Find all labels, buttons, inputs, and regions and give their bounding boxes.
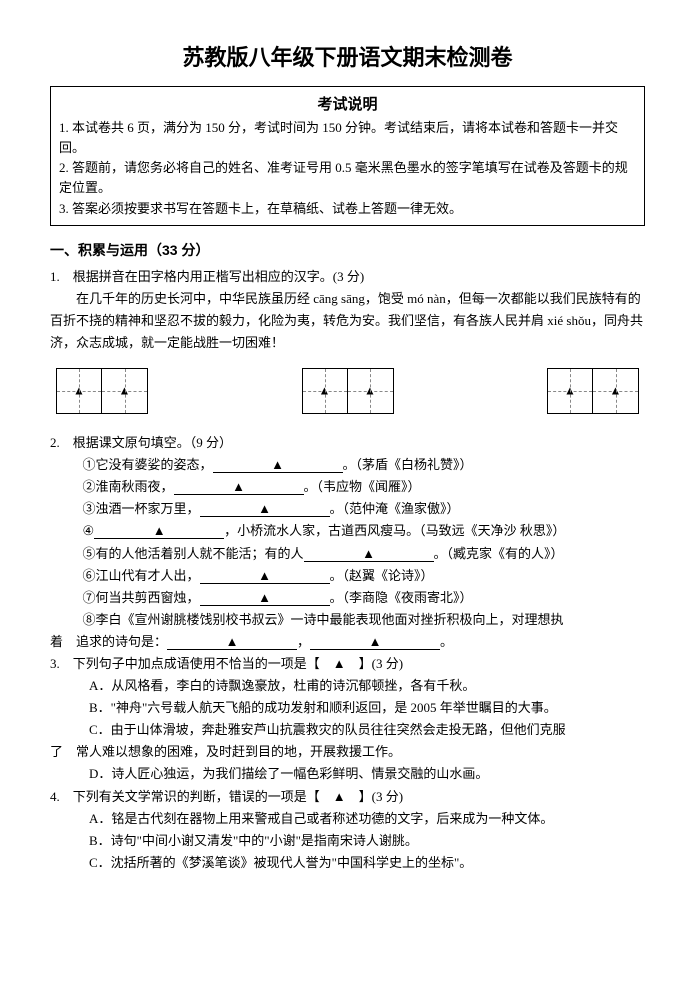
q2-pre: ⑦何当共剪西窗烛，: [83, 590, 200, 605]
q2-post: 。（范仲淹《渔家傲》）: [330, 501, 460, 516]
q2-pre: ②淮南秋雨夜，: [83, 479, 174, 494]
q2-post: ，小桥流水人家，古道西风瘦马。（马致远《天净沙 秋思》）: [224, 523, 565, 538]
triangle-icon: ▲: [564, 383, 576, 397]
q3-option-c-a: C．由于山体滑坡，奔赴雅安芦山抗震救灾的队员往往突然会走投无路，但他们克服: [89, 719, 645, 741]
q3-stem-a: 3. 下列句子中加点成语使用不恰当的一项是【: [50, 656, 333, 671]
q2-item: ⑤有的人他活着别人就不能活；有的人 ▲ 。（臧克家《有的人》）: [83, 543, 646, 565]
instruction-line: 2. 答题前，请您务必将自己的姓名、准考证号用 0.5 毫米黑色墨水的签字笔填写…: [59, 158, 636, 198]
fill-blank[interactable]: ▲: [167, 635, 297, 650]
q3-option-d: D．诗人匠心独运，为我们描绘了一幅色彩鲜明、情景交融的山水画。: [89, 763, 645, 785]
q2-pre: ③浊酒一杯家万里，: [83, 501, 200, 516]
answer-slot[interactable]: ▲: [333, 656, 346, 671]
triangle-icon: ▲: [610, 383, 622, 397]
triangle-icon: ▲: [364, 383, 376, 397]
q4-option-a: A．铭是古代刻在器物上用来警戒自己或者称述功德的文字，后来成为一种文体。: [89, 808, 645, 830]
fill-blank[interactable]: ▲: [213, 458, 343, 473]
q2-item: ②淮南秋雨夜， ▲ 。（韦应物《闻雁》）: [83, 476, 646, 498]
q4-option-c: C．沈括所著的《梦溪笔谈》被现代人誉为"中国科学史上的坐标"。: [89, 852, 645, 874]
instruction-line: 3. 答案必须按要求书写在答题卡上，在草稿纸、试卷上答题一律无效。: [59, 199, 636, 219]
fill-blank[interactable]: ▲: [174, 480, 304, 495]
tianzige-row: ▲ ▲ ▲ ▲ ▲ ▲: [50, 368, 645, 414]
instruction-line: 1. 本试卷共 6 页，满分为 150 分，考试时间为 150 分钟。考试结束后…: [59, 118, 636, 158]
triangle-icon: ▲: [258, 568, 271, 583]
tianzige-pair[interactable]: ▲ ▲: [302, 368, 394, 414]
q2-pre: ⑤有的人他活着别人就不能活；有的人: [83, 546, 304, 561]
q2-stem: 2. 根据课文原句填空。（9 分）: [50, 432, 645, 454]
q1-paragraph: 在几千年的历史长河中，中华民族虽历经 cāng sāng，饱受 mó nàn，但…: [50, 288, 645, 354]
answer-slot[interactable]: ▲: [333, 789, 346, 804]
q2-item8b: 着 追求的诗句是： ▲ ， ▲ 。: [50, 631, 645, 653]
triangle-icon: ▲: [153, 523, 166, 538]
q2-item: ⑦何当共剪西窗烛， ▲ 。（李商隐《夜雨寄北》）: [83, 587, 646, 609]
triangle-icon: ▲: [271, 457, 284, 472]
q2-item: ③浊酒一杯家万里， ▲ 。（范仲淹《渔家傲》）: [83, 498, 646, 520]
triangle-icon: ▲: [258, 590, 271, 605]
fill-blank[interactable]: ▲: [200, 502, 330, 517]
q2-sep: ，: [297, 634, 310, 649]
q3-option-c-b: 了 常人难以想象的困难，及时赶到目的地，开展救援工作。: [50, 741, 645, 763]
q2-item8a: ⑧李白《宣州谢朓楼饯别校书叔云》一诗中最能表现他面对挫折积极向上，对理想执: [83, 609, 646, 631]
q4-option-b: B．诗句"中间小谢又清发"中的"小谢"是指南宋诗人谢朓。: [89, 830, 645, 852]
page-title: 苏教版八年级下册语文期末检测卷: [50, 40, 645, 72]
q1-stem: 1. 根据拼音在田字格内用正楷写出相应的汉字。(3 分): [50, 266, 645, 288]
instructions-box: 考试说明 1. 本试卷共 6 页，满分为 150 分，考试时间为 150 分钟。…: [50, 86, 645, 226]
q2-post: 。（韦应物《闻雁》）: [304, 479, 421, 494]
instructions-heading: 考试说明: [59, 93, 636, 114]
q4-stem-b: 】(3 分): [346, 789, 403, 804]
q3-option-a: A．从风格看，李白的诗飘逸豪放，杜甫的诗沉郁顿挫，各有千秋。: [89, 675, 645, 697]
q2-end: 。: [440, 634, 453, 649]
tianzige-pair[interactable]: ▲ ▲: [56, 368, 148, 414]
q4-stem: 4. 下列有关文学常识的判断，错误的一项是【 ▲ 】(3 分): [50, 786, 645, 808]
q2-post: 。（赵翼《论诗》）: [330, 568, 434, 583]
q2-item: ⑥江山代有才人出， ▲ 。（赵翼《论诗》）: [83, 565, 646, 587]
fill-blank[interactable]: ▲: [304, 547, 434, 562]
q3-stem-b: 】(3 分): [346, 656, 403, 671]
triangle-icon: ▲: [232, 479, 245, 494]
q2-post: 。（李商隐《夜雨寄北》）: [330, 590, 473, 605]
triangle-icon: ▲: [258, 501, 271, 516]
q2-item: ④ ▲ ，小桥流水人家，古道西风瘦马。（马致远《天净沙 秋思》）: [83, 520, 646, 542]
triangle-icon: ▲: [369, 634, 382, 649]
triangle-icon: ▲: [362, 546, 375, 561]
fill-blank[interactable]: ▲: [310, 635, 440, 650]
q3-stem: 3. 下列句子中加点成语使用不恰当的一项是【 ▲ 】(3 分): [50, 653, 645, 675]
section-heading: 一、积累与运用（33 分）: [50, 240, 645, 260]
triangle-icon: ▲: [73, 383, 85, 397]
q2-pre: ①它没有婆娑的姿态，: [83, 457, 213, 472]
q2-post: 。（臧克家《有的人》）: [434, 546, 564, 561]
fill-blank[interactable]: ▲: [200, 591, 330, 606]
q4-stem-a: 4. 下列有关文学常识的判断，错误的一项是【: [50, 789, 333, 804]
fill-blank[interactable]: ▲: [200, 569, 330, 584]
q2-pre: ④: [83, 523, 95, 538]
tianzige-pair[interactable]: ▲ ▲: [547, 368, 639, 414]
q2-post: 。（茅盾《白杨礼赞》）: [343, 457, 473, 472]
triangle-icon: ▲: [119, 383, 131, 397]
q2-item: ①它没有婆娑的姿态， ▲ 。（茅盾《白杨礼赞》）: [83, 454, 646, 476]
q2-pre: ⑥江山代有才人出，: [83, 568, 200, 583]
fill-blank[interactable]: ▲: [94, 524, 224, 539]
triangle-icon: ▲: [319, 383, 331, 397]
q2-8-prefix: 着 追求的诗句是：: [50, 634, 167, 649]
q3-option-b: B．"神舟"六号载人航天飞船的成功发射和顺利返回，是 2005 年举世瞩目的大事…: [89, 697, 645, 719]
triangle-icon: ▲: [226, 634, 239, 649]
